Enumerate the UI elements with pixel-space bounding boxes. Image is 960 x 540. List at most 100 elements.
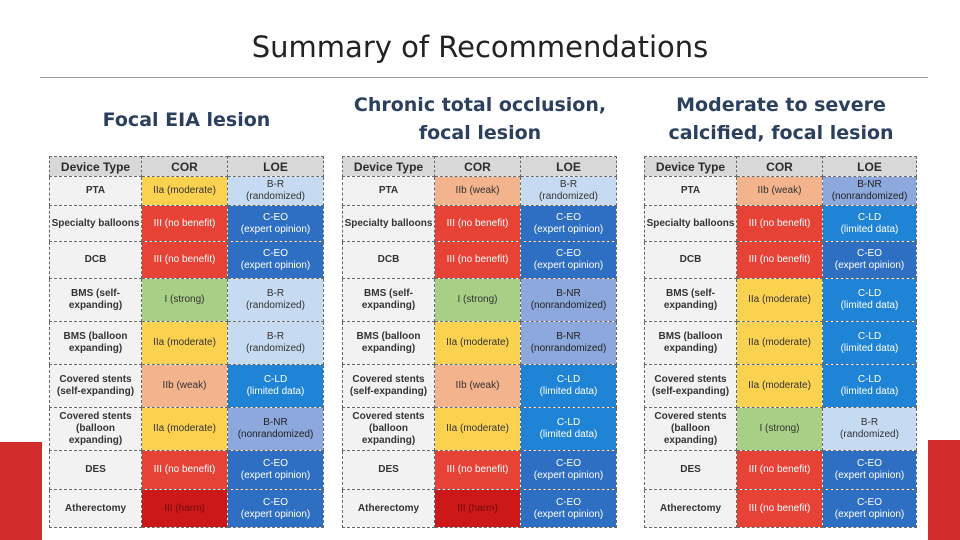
loe-code: B-R (559, 179, 578, 190)
device-type-cell: Covered stents (balloon expanding) (49, 407, 142, 451)
device-type-cell: Covered stents (self-expanding) (49, 364, 142, 408)
cor-cell: III (no benefit) (736, 450, 823, 490)
cor-cell: III (harm) (434, 489, 521, 528)
loe-description: (nonrandomized) (831, 191, 908, 202)
cor-cell: III (no benefit) (434, 241, 521, 279)
loe-cell: C-EO (expert opinion) (822, 450, 917, 490)
header-cor: COR (141, 156, 228, 177)
loe-code: B-NR (857, 179, 882, 190)
table-row: DCB III (no benefit) C-EO (expert opinion) (342, 241, 617, 279)
device-type-cell: BMS (self-expanding) (644, 278, 737, 322)
loe-cell: C-LD (limited data) (520, 407, 617, 451)
panel-title-line: calcified, focal lesion (668, 122, 894, 144)
cor-cell: III (no benefit) (141, 205, 228, 242)
loe-code: C-EO (263, 458, 288, 469)
loe-cell: C-EO (expert opinion) (520, 450, 617, 490)
loe-code: C-EO (263, 211, 288, 223)
table-row: DES III (no benefit) C-EO (expert opinion) (49, 450, 324, 490)
table-row: Covered stents (balloon expanding) I (str… (644, 407, 917, 451)
loe-code: C-EO (263, 248, 288, 259)
loe-code: B-NR (263, 417, 288, 428)
panel-title: Moderate to severe calcified, focal lesi… (644, 91, 918, 147)
loe-code: B-NR (556, 288, 581, 299)
left-accent-bar (0, 442, 42, 540)
loe-description: (limited data) (539, 429, 598, 440)
header-cor: COR (434, 156, 521, 177)
table-row: BMS (balloon expanding) IIa (moderate) B-N… (342, 321, 617, 365)
cor-cell: III (no benefit) (434, 450, 521, 490)
loe-code: C-EO (556, 496, 581, 508)
device-type-cell: Atherectomy (644, 489, 737, 528)
cor-cell: IIa (moderate) (434, 321, 521, 365)
device-type-cell: PTA (49, 176, 142, 206)
table-header-row: Device Type COR LOE (342, 156, 617, 177)
loe-cell: C-EO (expert opinion) (822, 241, 917, 279)
loe-description: (expert opinion) (240, 223, 311, 235)
right-accent-bar (926, 440, 960, 540)
device-type-cell: Specialty balloons (342, 205, 435, 242)
table-row: Atherectomy III (harm) C-EO (expert opinion… (342, 489, 617, 528)
table-row: Covered stents (balloon expanding) IIa (m… (342, 407, 617, 451)
loe-code: B-R (266, 331, 285, 342)
table-row: BMS (self-expanding) I (strong) B-R (random… (49, 278, 324, 322)
header-loe: LOE (822, 156, 917, 177)
loe-description: (nonrandomized) (530, 343, 607, 354)
table-row: Covered stents (self-expanding) IIa (mode… (644, 364, 917, 408)
loe-cell: B-R (randomized) (822, 407, 917, 451)
loe-description: (expert opinion) (834, 260, 905, 271)
cor-cell: IIb (weak) (434, 364, 521, 408)
loe-code: C-EO (857, 248, 882, 259)
recommendations-image: Focal EIA lesion Device Type COR LOE PTA IIa… (42, 78, 928, 540)
loe-description: (limited data) (840, 223, 899, 235)
loe-cell: C-LD (limited data) (227, 364, 324, 408)
table-row: Atherectomy III (no benefit) C-EO (expert o… (644, 489, 917, 528)
loe-description: (expert opinion) (240, 508, 311, 520)
cor-cell: III (no benefit) (736, 489, 823, 528)
device-type-cell: DCB (644, 241, 737, 279)
table-row: Specialty balloons III (no benefit) C-EO (e… (49, 205, 324, 242)
loe-code: C-LD (857, 288, 882, 299)
loe-cell: B-R (randomized) (227, 176, 324, 206)
cor-cell: III (harm) (141, 489, 228, 528)
device-type-cell: Covered stents (self-expanding) (644, 364, 737, 408)
panel-title: Focal EIA lesion (49, 106, 324, 134)
table-row: PTA IIa (moderate) B-R (randomized) (49, 176, 324, 206)
table-row: BMS (self-expanding) IIa (moderate) C-LD (l… (644, 278, 917, 322)
loe-description: (limited data) (840, 386, 899, 397)
device-type-cell: DES (49, 450, 142, 490)
loe-cell: C-EO (expert opinion) (520, 241, 617, 279)
loe-description: (expert opinion) (240, 470, 311, 481)
cor-cell: IIa (moderate) (141, 321, 228, 365)
table-row: Specialty balloons III (no benefit) C-LD (l… (644, 205, 917, 242)
header-loe: LOE (227, 156, 324, 177)
panel-title-line: Focal EIA lesion (102, 109, 271, 131)
loe-cell: B-R (randomized) (227, 321, 324, 365)
table-row: DES III (no benefit) C-EO (expert opinion) (644, 450, 917, 490)
loe-description: (randomized) (539, 191, 598, 202)
loe-cell: C-EO (expert opinion) (227, 450, 324, 490)
loe-cell: B-NR (nonrandomized) (520, 278, 617, 322)
loe-cell: C-LD (limited data) (822, 321, 917, 365)
table-row: Covered stents (self-expanding) IIb (weak… (342, 364, 617, 408)
loe-description: (randomized) (840, 429, 899, 440)
loe-code: B-R (860, 417, 879, 428)
cor-cell: III (no benefit) (434, 205, 521, 242)
loe-cell: C-EO (expert opinion) (520, 205, 617, 242)
device-type-cell: DCB (49, 241, 142, 279)
title-divider (40, 77, 928, 78)
panel-title: Chronic total occlusion, focal lesion (342, 91, 618, 147)
table-row: BMS (balloon expanding) IIa (moderate) B-R… (49, 321, 324, 365)
table-row: DES III (no benefit) C-EO (expert opinion) (342, 450, 617, 490)
device-type-cell: BMS (balloon expanding) (49, 321, 142, 365)
loe-cell: B-R (randomized) (227, 278, 324, 322)
loe-description: (expert opinion) (240, 260, 311, 271)
cor-cell: IIa (moderate) (434, 407, 521, 451)
header-device-type: Device Type (342, 156, 435, 177)
loe-cell: C-EO (expert opinion) (822, 489, 917, 528)
panel-title-line: Chronic total occlusion, (353, 94, 607, 116)
header-device-type: Device Type (49, 156, 142, 177)
loe-description: (limited data) (539, 386, 598, 397)
cor-cell: IIb (weak) (141, 364, 228, 408)
loe-description: (expert opinion) (834, 470, 905, 481)
loe-code: C-EO (556, 248, 581, 259)
